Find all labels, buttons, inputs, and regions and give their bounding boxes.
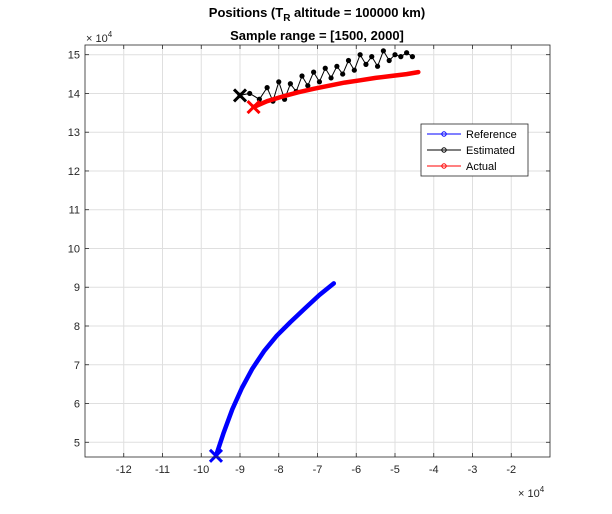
estimated-point <box>380 48 386 54</box>
chart-subtitle: Sample range = [1500, 2000] <box>230 28 404 43</box>
x-tick-label: -2 <box>506 464 516 476</box>
y-tick-label: 9 <box>74 282 80 294</box>
end-marker-stroke <box>208 448 224 463</box>
y-tick-label: 6 <box>74 399 80 411</box>
estimated-point <box>322 65 328 71</box>
tick-labels: -12 -11 -10 -9 -8 -7 -6 -5 -4 -3 -2 5 6 7 8 9 10 11 12 13 14… <box>68 45 550 476</box>
estimated-point <box>299 73 305 79</box>
series-line-actual <box>251 69 421 110</box>
chart-title: Positions (TR altitude = 100000 km) <box>209 5 425 24</box>
legend-swatch-marker <box>441 147 447 153</box>
estimated-point <box>264 85 270 91</box>
legend-label: Estimated <box>466 145 515 157</box>
x-tick-label: -9 <box>235 464 245 476</box>
plot-area: -12 -11 -10 -9 -8 -7 -6 -5 -4 -3 -2 5 6 7 8 9 10 11 12 13 14… <box>68 44 551 476</box>
estimated-point <box>276 79 282 85</box>
x-tick-label: -7 <box>313 464 323 476</box>
series-end-marker-reference <box>208 448 224 463</box>
estimated-point <box>345 57 352 64</box>
end-marker-stroke <box>246 99 261 115</box>
legend-swatch-marker <box>441 163 447 169</box>
estimated-point <box>404 50 410 56</box>
y-multiplier-label: × 104 <box>86 30 113 45</box>
y-tick-label: 8 <box>74 321 80 333</box>
legend-label: Reference <box>466 129 517 141</box>
y-tick-label: 7 <box>74 360 80 372</box>
end-marker-stroke <box>232 88 248 103</box>
estimated-point <box>351 67 357 73</box>
estimated-point <box>316 79 323 85</box>
y-tick-label: 14 <box>68 88 80 100</box>
estimated-point <box>369 54 375 60</box>
y-tick-label: 10 <box>68 243 80 255</box>
y-tick-label: 5 <box>74 437 80 449</box>
series-end-marker-estimated <box>232 88 248 103</box>
estimated-point <box>386 57 392 64</box>
estimated-point <box>357 52 363 58</box>
x-tick-label: -5 <box>390 464 400 476</box>
estimated-point <box>398 54 404 60</box>
estimated-point <box>247 90 253 97</box>
estimated-point <box>287 81 293 87</box>
estimated-point <box>374 63 381 69</box>
legend-entry-estimated: Estimated <box>427 145 515 157</box>
x-tick-label: -10 <box>193 464 209 476</box>
estimated-point <box>334 63 340 69</box>
y-tick-label: 13 <box>68 127 80 139</box>
series-line-reference <box>213 281 337 459</box>
estimated-point <box>392 52 398 58</box>
y-tick-label: 12 <box>68 166 80 178</box>
x-multiplier-label: × 104 <box>518 485 545 500</box>
x-tick-label: -6 <box>351 464 361 476</box>
x-tick-label: -12 <box>116 464 132 476</box>
estimated-point <box>311 69 317 75</box>
estimated-point <box>340 71 346 77</box>
series-end-marker-actual <box>246 99 261 115</box>
series-layer <box>208 48 421 463</box>
estimated-point <box>363 61 369 67</box>
y-tick-label: 11 <box>69 205 80 217</box>
x-tick-label: -4 <box>429 464 439 476</box>
x-tick-label: -3 <box>468 464 478 476</box>
legend-entry-actual: Actual <box>427 161 497 173</box>
estimated-point <box>305 83 311 89</box>
estimated-point <box>409 54 416 60</box>
legend-entry-reference: Reference <box>427 129 517 141</box>
x-tick-label: -11 <box>155 464 170 476</box>
legend-label: Actual <box>466 161 497 173</box>
estimated-point <box>328 75 334 81</box>
series-actual <box>246 69 421 115</box>
y-tick-label: 15 <box>68 50 80 62</box>
x-tick-label: -8 <box>274 464 284 476</box>
legend-swatch-marker <box>441 131 447 137</box>
series-reference <box>208 281 337 463</box>
legend: Reference Estimated Actual <box>420 123 529 177</box>
